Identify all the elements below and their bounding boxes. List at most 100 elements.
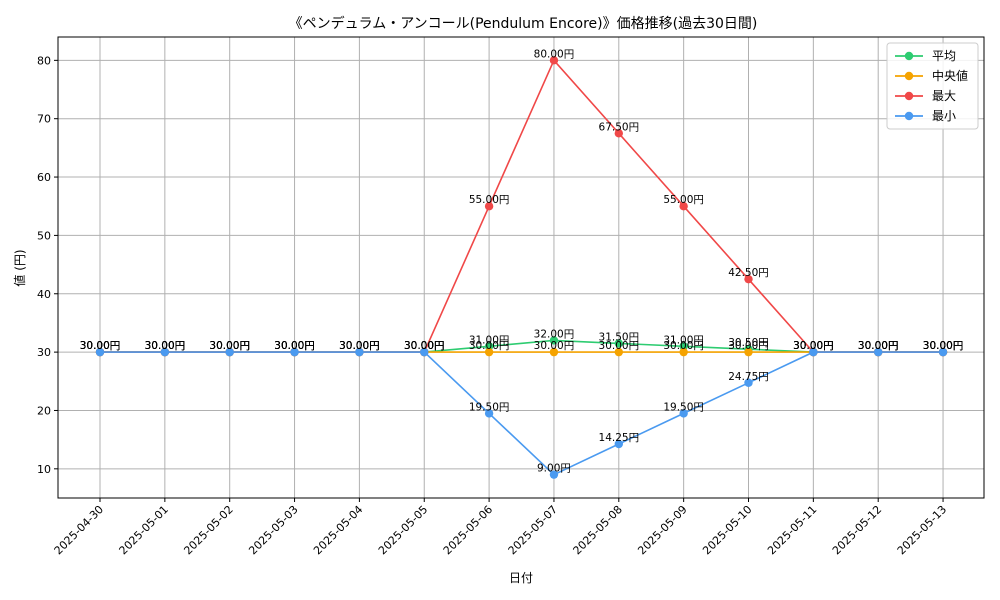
data-label: 30.00円 <box>209 340 250 352</box>
data-point <box>679 342 688 351</box>
x-tick-label: 2025-05-04 <box>311 503 365 557</box>
y-tick-label: 50 <box>37 229 51 242</box>
data-label: 30.00円 <box>145 340 186 352</box>
data-label: 30.00円 <box>858 340 899 352</box>
data-label: 30.00円 <box>663 340 704 352</box>
data-point <box>679 347 688 357</box>
legend-label: 最大 <box>932 89 956 103</box>
data-label: 30.00円 <box>923 340 964 352</box>
data-label: 30.00円 <box>145 340 186 352</box>
data-label: 55.00円 <box>663 194 704 206</box>
data-label: 30.00円 <box>858 340 899 352</box>
data-label: 31.00円 <box>469 334 510 346</box>
x-tick-label: 2025-05-09 <box>635 503 689 557</box>
data-label: 55.00円 <box>469 194 510 206</box>
data-point <box>549 470 559 479</box>
y-tick-label: 80 <box>37 54 51 67</box>
data-label: 30.00円 <box>923 340 964 352</box>
x-tick-label: 2025-05-03 <box>246 503 300 557</box>
plot-area-frame <box>57 36 985 499</box>
chart-title: 《ペンデュラム・アンコール(Pendulum Encore)》価格推移(過去30… <box>289 15 758 32</box>
data-label: 67.50円 <box>599 121 640 133</box>
data-label: 30.50円 <box>728 337 769 349</box>
data-label: 30.00円 <box>80 340 121 352</box>
data-label: 14.25円 <box>599 432 640 444</box>
data-point <box>355 347 364 357</box>
data-label: 30.00円 <box>858 340 899 352</box>
data-label: 30.00円 <box>209 340 250 352</box>
data-point <box>809 347 818 357</box>
x-tick-label: 2025-05-10 <box>700 503 754 557</box>
data-label: 30.00円 <box>923 340 964 352</box>
data-point <box>225 347 234 357</box>
x-tick-label: 2025-05-12 <box>830 503 884 557</box>
grid-lines <box>58 37 984 498</box>
data-point <box>484 342 494 351</box>
data-label: 30.00円 <box>209 340 250 352</box>
data-label: 30.00円 <box>80 340 121 352</box>
data-label: 30.00円 <box>339 340 380 352</box>
data-point <box>290 347 299 357</box>
data-point <box>744 378 753 387</box>
data-label: 30.00円 <box>145 340 186 352</box>
data-label: 30.00円 <box>209 340 250 352</box>
data-label: 30.00円 <box>274 340 315 352</box>
data-label: 30.00円 <box>534 340 575 352</box>
legend-marker <box>904 51 914 61</box>
data-point <box>549 336 559 345</box>
x-tick-label: 2025-05-02 <box>181 503 235 557</box>
y-tick-label: 20 <box>37 404 51 417</box>
x-tick-label: 2025-05-08 <box>571 503 625 557</box>
data-point <box>679 202 688 211</box>
data-label: 30.00円 <box>923 340 964 352</box>
data-point <box>420 347 429 357</box>
data-label: 30.00円 <box>793 340 834 352</box>
data-label: 80.00円 <box>534 48 575 60</box>
y-tick-label: 70 <box>37 113 51 126</box>
data-label: 9.00円 <box>537 463 571 475</box>
data-label: 31.50円 <box>599 331 640 343</box>
data-point <box>549 56 559 65</box>
y-tick-label: 40 <box>37 288 51 301</box>
x-tick-label: 2025-05-13 <box>895 503 949 557</box>
data-label: 30.00円 <box>469 340 510 352</box>
data-point <box>484 202 494 211</box>
data-label: 24.75円 <box>728 371 769 383</box>
data-label: 30.00円 <box>793 340 834 352</box>
x-axis-label: 日付 <box>509 571 533 585</box>
y-tick-label: 30 <box>37 346 51 359</box>
data-point <box>549 347 559 357</box>
series-line <box>100 58 943 353</box>
legend-label: 中央値 <box>932 68 968 83</box>
series-lines <box>95 56 948 479</box>
legend-label: 最小 <box>932 109 956 123</box>
data-point <box>484 409 494 418</box>
data-label: 30.00円 <box>404 340 445 352</box>
data-label: 19.50円 <box>469 401 510 413</box>
data-point <box>160 347 170 357</box>
y-axis: 10 20 30 40 50 60 70 80 <box>37 54 58 476</box>
data-point <box>938 347 948 357</box>
x-tick-label: 2025-05-07 <box>506 503 560 557</box>
data-point <box>744 274 753 284</box>
data-label: 19.50円 <box>663 401 704 413</box>
legend-marker <box>904 71 914 81</box>
x-tick-label: 2025-05-05 <box>376 503 430 557</box>
data-label: 30.00円 <box>80 340 121 352</box>
data-label: 30.00円 <box>274 340 315 352</box>
x-tick-label: 2025-05-11 <box>765 503 819 557</box>
legend-marker <box>904 91 914 101</box>
data-label: 30.00円 <box>404 340 445 352</box>
data-label: 30.00円 <box>599 340 640 352</box>
data-point <box>679 409 688 418</box>
data-point <box>484 347 494 357</box>
y-axis-label: 値 (円) <box>12 249 27 286</box>
data-label: 30.00円 <box>728 340 769 352</box>
data-point <box>614 347 623 357</box>
y-tick-label: 60 <box>37 171 51 184</box>
data-label: 30.00円 <box>339 340 380 352</box>
data-point <box>614 339 623 348</box>
data-label: 30.00円 <box>80 340 121 352</box>
data-point <box>614 129 623 138</box>
